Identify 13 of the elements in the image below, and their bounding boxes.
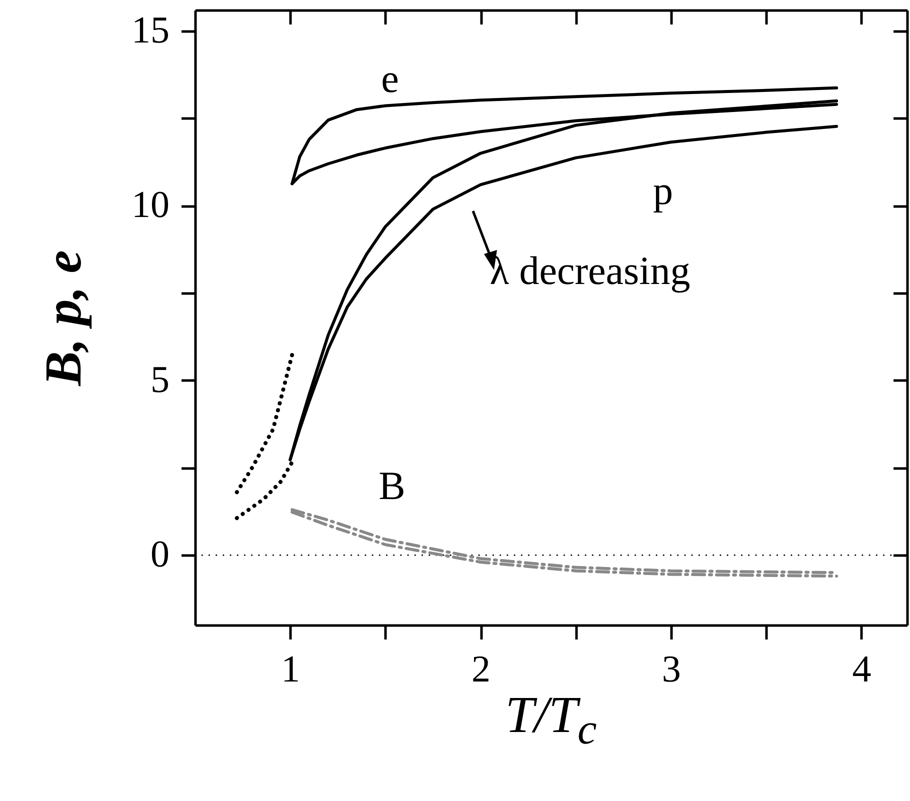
y-axis-title: B, p, e	[36, 250, 92, 387]
annotation: e	[381, 56, 399, 101]
x-axis-title: T/T$_{c}$	[505, 687, 597, 754]
y-tick-label: 15	[132, 9, 170, 52]
x-tick-label: 4	[852, 648, 872, 690]
y-tick-label: 10	[132, 184, 170, 226]
x-tick-label: 2	[472, 648, 491, 690]
x-tick-label: 1	[281, 648, 300, 690]
y-tick-label: 5	[150, 358, 170, 401]
annotation: p	[653, 168, 673, 213]
x-tick-label: 3	[662, 648, 681, 690]
y-tick-label: 0	[150, 534, 170, 576]
annotation: B	[378, 463, 406, 508]
